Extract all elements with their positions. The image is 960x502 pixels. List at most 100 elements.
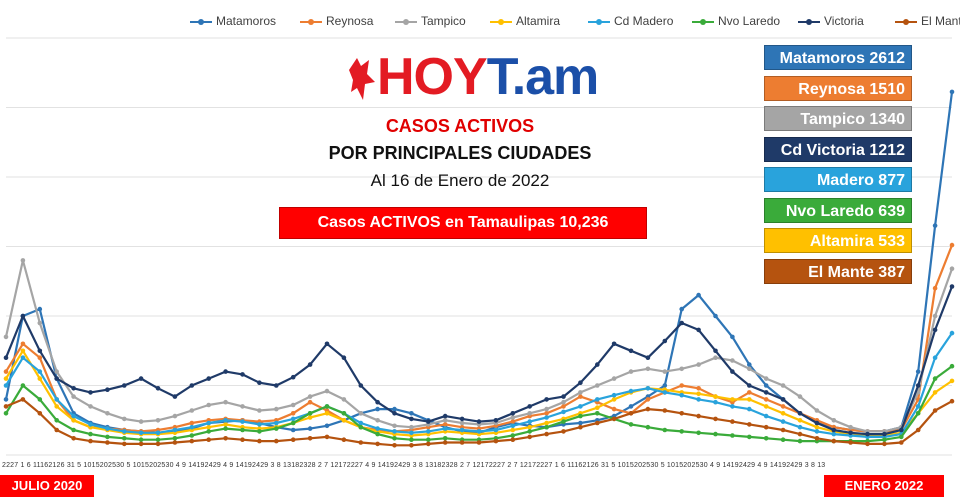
legend-label: Nvo Laredo [718, 14, 781, 28]
data-point [358, 411, 364, 416]
series-cd-madero [3, 330, 955, 440]
series-line [4, 286, 954, 436]
bull-logo-icon [349, 58, 375, 100]
data-point [662, 369, 668, 374]
data-point [730, 334, 735, 340]
data-point [628, 404, 634, 409]
data-point [915, 369, 921, 374]
chart-legend: Matamoros Reynosa Tampico Altamira Cd Madero… [190, 11, 960, 31]
data-point [426, 419, 431, 424]
data-point [20, 397, 26, 402]
data-point [865, 441, 870, 447]
data-point [358, 424, 364, 430]
data-point [54, 404, 59, 409]
data-point [797, 431, 803, 437]
data-point [206, 420, 211, 426]
data-point [105, 426, 110, 431]
legend-item: Tampico [395, 11, 466, 31]
data-point [307, 411, 313, 416]
data-point [476, 440, 482, 445]
data-point [206, 402, 211, 408]
data-point [713, 313, 718, 319]
data-point [324, 404, 330, 409]
data-point [493, 438, 499, 444]
legend-item: Matamoros [190, 11, 276, 31]
data-point [358, 440, 364, 445]
data-point [54, 397, 59, 402]
data-point [527, 429, 532, 434]
data-point [37, 306, 43, 312]
data-point [172, 413, 178, 419]
city-label-box: Cd Victoria 1212 [764, 136, 912, 162]
data-point [392, 411, 397, 416]
data-point [882, 431, 887, 437]
data-point [274, 406, 279, 412]
data-point [595, 420, 600, 426]
data-point [544, 411, 549, 416]
data-point [88, 431, 93, 437]
data-point [426, 437, 431, 443]
data-point [88, 438, 93, 444]
data-point [949, 363, 955, 369]
data-point [797, 424, 803, 430]
data-point [679, 306, 684, 312]
data-point [628, 369, 634, 374]
data-point [915, 411, 921, 416]
data-point [662, 338, 668, 344]
data-point [932, 355, 938, 361]
data-point [696, 391, 701, 397]
data-point [358, 420, 364, 426]
legend-item: Reynosa [300, 11, 373, 31]
data-point [358, 383, 364, 388]
data-point [459, 416, 465, 422]
data-point [561, 419, 566, 424]
data-point [544, 415, 549, 420]
city-label-box: Matamoros 2612 [764, 45, 912, 70]
data-point [578, 380, 583, 386]
data-point [341, 411, 347, 416]
data-point [3, 334, 9, 340]
data-point [375, 426, 380, 431]
data-point [763, 397, 769, 402]
data-point [172, 394, 178, 399]
data-point [814, 436, 820, 441]
data-point [713, 431, 718, 437]
data-point [20, 258, 26, 263]
data-point [274, 438, 279, 444]
x-axis-tick-labels: 2227 1 6 11162126 31 5 1015202530 5 1015… [2, 462, 826, 469]
data-point [290, 427, 296, 433]
legend-label: Reynosa [326, 14, 374, 28]
data-point [71, 427, 76, 433]
legend-item: Nvo Laredo [692, 11, 780, 31]
city-label-box: Madero 877 [764, 167, 912, 192]
data-point [20, 355, 26, 361]
data-point [71, 386, 76, 391]
legend-swatch [190, 18, 212, 25]
data-point [730, 404, 735, 409]
data-point [696, 327, 701, 333]
data-point [510, 433, 516, 438]
data-point [290, 437, 296, 443]
data-point [696, 292, 701, 298]
data-point [611, 341, 617, 347]
data-point [763, 390, 769, 395]
data-point [37, 376, 43, 381]
data-point [257, 380, 262, 386]
data-point [662, 427, 668, 433]
data-point [949, 398, 955, 404]
data-point [645, 406, 651, 412]
data-point [949, 284, 955, 289]
data-point [20, 313, 26, 319]
data-point [578, 420, 583, 426]
legend-item: Victoria [798, 11, 864, 31]
data-point [679, 383, 684, 388]
data-point [375, 431, 380, 437]
data-point [763, 383, 769, 388]
data-point [71, 418, 76, 423]
data-point [696, 413, 701, 419]
data-point [561, 404, 566, 409]
data-point [20, 341, 26, 347]
legend-label: Cd Madero [614, 14, 674, 28]
data-point [459, 420, 465, 426]
data-point [645, 366, 651, 372]
